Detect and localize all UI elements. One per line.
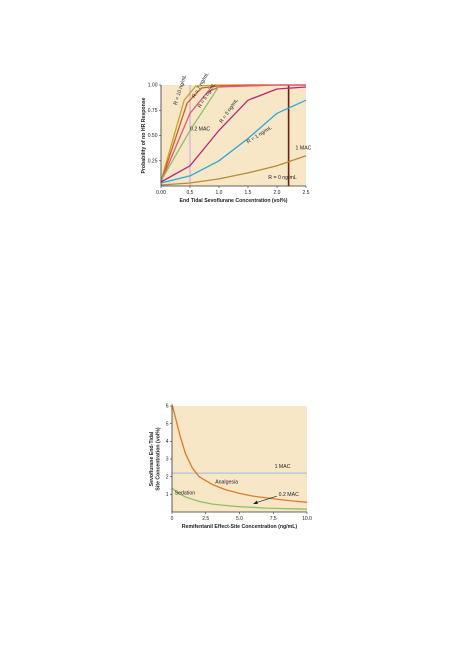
y-tick-label: 1.00 xyxy=(148,83,158,89)
reference-line-label: 1 MAC xyxy=(296,146,312,152)
series-label: Analgesia xyxy=(215,480,238,486)
series-label: 0.2 MAC xyxy=(190,126,210,132)
series-line xyxy=(171,404,308,503)
annotation-arrow xyxy=(254,495,277,504)
y-axis-title: Sevoflurane End-Tidal xyxy=(149,431,155,486)
y-tick-label: 1 xyxy=(166,492,169,498)
annotation-arrowhead xyxy=(253,500,258,505)
reference-line-label: 1 MAC xyxy=(275,464,291,470)
x-tick-label: 1.0 xyxy=(216,190,223,196)
x-axis-title: Remifentanil Effect-Site Concentration (… xyxy=(182,524,298,530)
x-tick-label: 7.5 xyxy=(270,516,277,522)
y-tick-label: 0.50 xyxy=(148,133,158,139)
y-tick-label: 4 xyxy=(166,439,169,445)
x-tick-label: 1.5 xyxy=(245,190,252,196)
x-tick-label: 0 xyxy=(171,516,174,522)
y-tick-label: 0.25 xyxy=(148,158,158,164)
series-label: Sedation xyxy=(175,490,196,496)
x-tick-label: 2.5 xyxy=(202,516,209,522)
y-axis-title: Site Concentration (vol%) xyxy=(156,427,162,490)
y-tick-label: 2 xyxy=(166,474,169,480)
y-tick-label: 6 xyxy=(166,404,169,410)
x-tick-label: 0.00 xyxy=(156,190,166,196)
x-tick-label: 2.5 xyxy=(303,190,310,196)
x-tick-label: 10.0 xyxy=(302,516,312,522)
series-label: R = 0 ng/mL xyxy=(268,175,297,181)
annotation-label: 0.2 MAC xyxy=(279,492,299,498)
x-tick-label: 0.5 xyxy=(187,190,194,196)
sevoflurane-remifentanil-chart: 1 MAC Analgesia Sedation 0.2 MAC 0 2.5 5.0 7.5 1… xyxy=(149,404,312,530)
plot-background xyxy=(172,406,307,512)
x-tick-label: 2.0 xyxy=(274,190,281,196)
series-line xyxy=(160,155,307,186)
series-line xyxy=(160,99,307,184)
y-tick-label: 0.75 xyxy=(148,108,158,114)
x-tick-label: 5.0 xyxy=(236,516,243,522)
series-line xyxy=(160,86,307,183)
series-line xyxy=(160,85,220,182)
y-axis-title: Probability of no HR Response xyxy=(141,97,147,173)
series-line xyxy=(171,487,308,510)
x-axis-title: End Tidal Sevoflurane Concentration (vol… xyxy=(180,198,288,204)
y-tick-label: 3 xyxy=(166,457,169,463)
y-tick-label: 5 xyxy=(166,421,169,427)
